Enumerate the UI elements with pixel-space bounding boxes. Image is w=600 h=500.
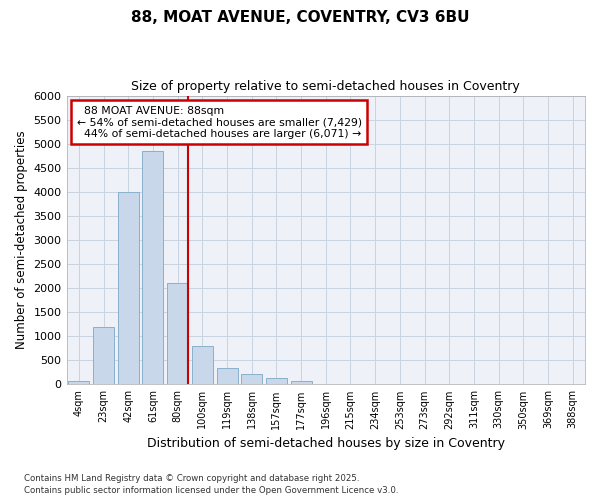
Bar	[118, 192, 139, 384]
Text: 88, MOAT AVENUE, COVENTRY, CV3 6BU: 88, MOAT AVENUE, COVENTRY, CV3 6BU	[131, 10, 469, 25]
X-axis label: Distribution of semi-detached houses by size in Coventry: Distribution of semi-detached houses by …	[147, 437, 505, 450]
Bar	[93, 326, 114, 384]
Bar	[266, 378, 287, 384]
Bar	[142, 151, 163, 384]
Bar	[167, 284, 188, 384]
Y-axis label: Number of semi-detached properties: Number of semi-detached properties	[15, 130, 28, 350]
Text: Contains HM Land Registry data © Crown copyright and database right 2025.
Contai: Contains HM Land Registry data © Crown c…	[24, 474, 398, 495]
Bar	[68, 380, 89, 384]
Bar	[217, 368, 238, 384]
Bar	[192, 346, 213, 385]
Title: Size of property relative to semi-detached houses in Coventry: Size of property relative to semi-detach…	[131, 80, 520, 93]
Bar	[241, 374, 262, 384]
Bar	[290, 381, 311, 384]
Text: 88 MOAT AVENUE: 88sqm
← 54% of semi-detached houses are smaller (7,429)
  44% of: 88 MOAT AVENUE: 88sqm ← 54% of semi-deta…	[77, 106, 362, 139]
